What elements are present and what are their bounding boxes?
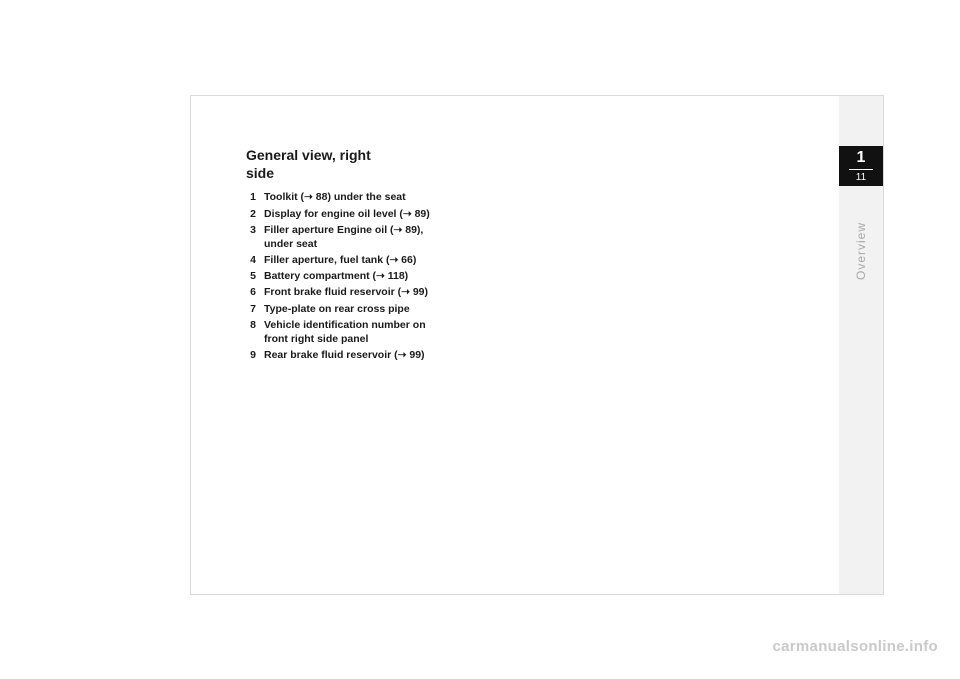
- item-number: 3: [246, 223, 256, 251]
- item-text: Front brake fluid reservoir (➝ 99): [264, 285, 446, 299]
- item-number: 9: [246, 348, 256, 362]
- sidebar: 1 11 Overview: [839, 96, 883, 594]
- tab-divider: [849, 169, 873, 170]
- section-label: Overview: [854, 222, 868, 280]
- item-number: 8: [246, 318, 256, 346]
- item-text: Toolkit (➝ 88) under the seat: [264, 190, 446, 204]
- item-text: Vehicle identification number on front r…: [264, 318, 446, 346]
- list-item: 8 Vehicle identification number on front …: [246, 318, 446, 346]
- item-number: 1: [246, 190, 256, 204]
- content-column: General view, right side 1 Toolkit (➝ 88)…: [246, 146, 446, 364]
- item-list: 1 Toolkit (➝ 88) under the seat 2 Display …: [246, 190, 446, 362]
- item-text: Display for engine oil level (➝ 89): [264, 207, 446, 221]
- list-item: 3 Filler aperture Engine oil (➝ 89), unde…: [246, 223, 446, 251]
- chapter-tab: 1 11: [839, 146, 883, 186]
- watermark: carmanualsonline.info: [773, 638, 939, 655]
- list-item: 1 Toolkit (➝ 88) under the seat: [246, 190, 446, 204]
- item-number: 4: [246, 253, 256, 267]
- heading-line-1: General view, right: [246, 147, 371, 163]
- list-item: 4 Filler aperture, fuel tank (➝ 66): [246, 253, 446, 267]
- item-number: 6: [246, 285, 256, 299]
- item-number: 2: [246, 207, 256, 221]
- list-item: 9 Rear brake fluid reservoir (➝ 99): [246, 348, 446, 362]
- item-text: Rear brake fluid reservoir (➝ 99): [264, 348, 446, 362]
- page-frame: General view, right side 1 Toolkit (➝ 88)…: [190, 95, 884, 595]
- page-number: 11: [856, 173, 866, 183]
- list-item: 6 Front brake fluid reservoir (➝ 99): [246, 285, 446, 299]
- chapter-number: 1: [857, 150, 866, 166]
- item-text: Filler aperture, fuel tank (➝ 66): [264, 253, 446, 267]
- list-item: 2 Display for engine oil level (➝ 89): [246, 207, 446, 221]
- list-item: 5 Battery compartment (➝ 118): [246, 269, 446, 283]
- viewport: General view, right side 1 Toolkit (➝ 88)…: [0, 0, 960, 679]
- item-text: Battery compartment (➝ 118): [264, 269, 446, 283]
- page-heading: General view, right side: [246, 146, 446, 182]
- item-number: 7: [246, 302, 256, 316]
- heading-line-2: side: [246, 165, 274, 181]
- item-text: Filler aperture Engine oil (➝ 89), under…: [264, 223, 446, 251]
- item-text: Type-plate on rear cross pipe: [264, 302, 446, 316]
- list-item: 7 Type-plate on rear cross pipe: [246, 302, 446, 316]
- item-number: 5: [246, 269, 256, 283]
